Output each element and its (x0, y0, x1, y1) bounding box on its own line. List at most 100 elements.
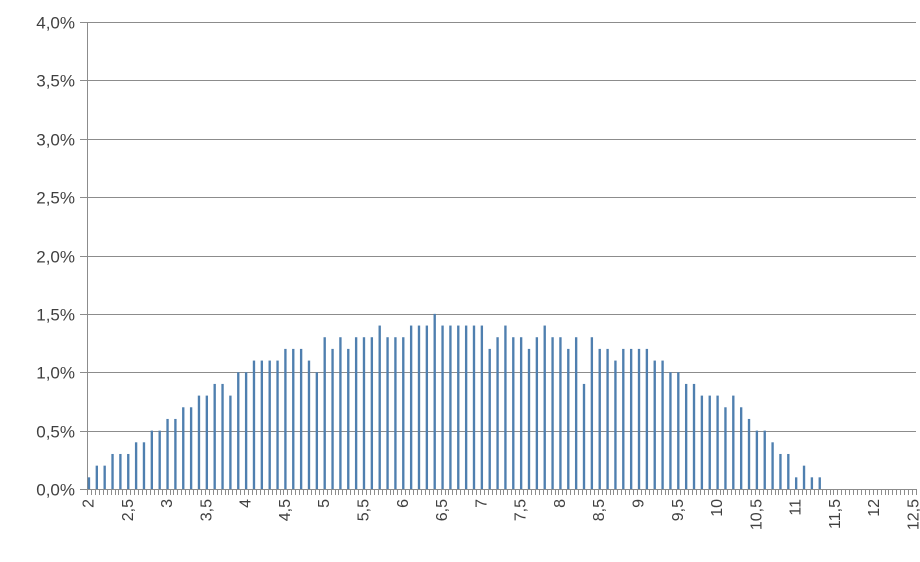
bar (543, 325, 546, 489)
x-tick-label: 4 (238, 499, 255, 508)
bar (182, 407, 185, 489)
bar (794, 477, 798, 489)
bar (268, 360, 271, 489)
bar (582, 383, 586, 489)
bar (362, 337, 366, 489)
bar (732, 395, 735, 489)
bar (103, 465, 106, 489)
bar (810, 477, 814, 489)
bar (237, 372, 240, 489)
bar (661, 360, 664, 489)
bar (480, 325, 484, 489)
x-tick-label: 10 (709, 499, 726, 517)
bar (606, 348, 609, 489)
x-tick-label: 3,5 (198, 499, 215, 521)
bar (260, 360, 264, 489)
bar (519, 337, 523, 489)
bar (708, 395, 711, 489)
x-tick-label: 12,5 (906, 499, 920, 530)
bar (763, 430, 766, 489)
bar (205, 395, 209, 489)
bar (142, 442, 146, 489)
bar (590, 337, 594, 489)
x-tick-label: 8,5 (591, 499, 608, 521)
bar (370, 337, 374, 489)
bar (425, 325, 429, 489)
bar (669, 372, 672, 489)
bar (409, 325, 413, 489)
bar (197, 395, 201, 489)
bar (166, 418, 169, 489)
bar (213, 383, 216, 489)
bar (747, 418, 751, 489)
bar (779, 453, 782, 489)
bar (95, 465, 99, 489)
bar (472, 325, 476, 489)
bar (354, 337, 358, 489)
bar (700, 395, 704, 489)
bar (244, 372, 248, 489)
y-tick-label: 0,5% (36, 423, 75, 442)
bar (653, 360, 656, 489)
bar (488, 348, 491, 489)
x-tick-label: 2,5 (120, 499, 137, 521)
bar (771, 442, 774, 489)
x-tick-label: 7 (473, 499, 490, 508)
bar (433, 313, 436, 489)
x-tick-label: 2 (80, 499, 97, 508)
bar (535, 337, 539, 489)
y-tick-label: 2,5% (36, 189, 75, 208)
bar (339, 337, 342, 489)
bar (527, 348, 531, 489)
x-tick-label: 4,5 (277, 499, 294, 521)
bar (645, 348, 649, 489)
bar (441, 325, 444, 489)
bar (614, 360, 617, 489)
bar (551, 337, 554, 489)
y-tick-label: 3,5% (36, 72, 75, 91)
bar (378, 325, 381, 489)
bar (574, 337, 578, 489)
bar (457, 325, 460, 489)
bar (229, 395, 232, 489)
bar (417, 325, 421, 489)
bar (331, 348, 334, 489)
x-tick-label: 12 (866, 499, 883, 517)
bar (739, 407, 743, 489)
x-tick-label: 11,5 (827, 499, 844, 529)
x-tick-label: 11 (788, 499, 805, 516)
bar (802, 465, 806, 489)
bar (386, 337, 389, 489)
bar (323, 337, 326, 489)
bar (87, 477, 91, 489)
y-tick-label: 1,0% (36, 364, 75, 383)
x-tick-label: 10,5 (748, 499, 765, 530)
bar (315, 372, 319, 489)
bar (692, 383, 696, 489)
bar (787, 453, 790, 489)
bar (622, 348, 625, 489)
bar (512, 337, 515, 489)
bar (464, 325, 468, 489)
bar (716, 395, 719, 489)
bar (252, 360, 256, 489)
bar (724, 407, 727, 489)
bar (449, 325, 452, 489)
y-tick-label: 4,0% (36, 14, 75, 33)
bar (559, 337, 562, 489)
bar (347, 348, 350, 489)
bar (818, 477, 821, 489)
x-tick-label: 3 (159, 499, 176, 508)
bar (637, 348, 641, 489)
bar (677, 372, 680, 489)
y-tick-label: 3,0% (36, 131, 75, 150)
x-tick-label: 6 (395, 499, 412, 508)
x-tick-label: 6,5 (434, 499, 451, 521)
bar (134, 442, 138, 489)
y-tick-label: 1,5% (36, 306, 75, 325)
bar (684, 383, 688, 489)
bar (150, 430, 154, 489)
x-tick-label: 8 (552, 499, 569, 508)
